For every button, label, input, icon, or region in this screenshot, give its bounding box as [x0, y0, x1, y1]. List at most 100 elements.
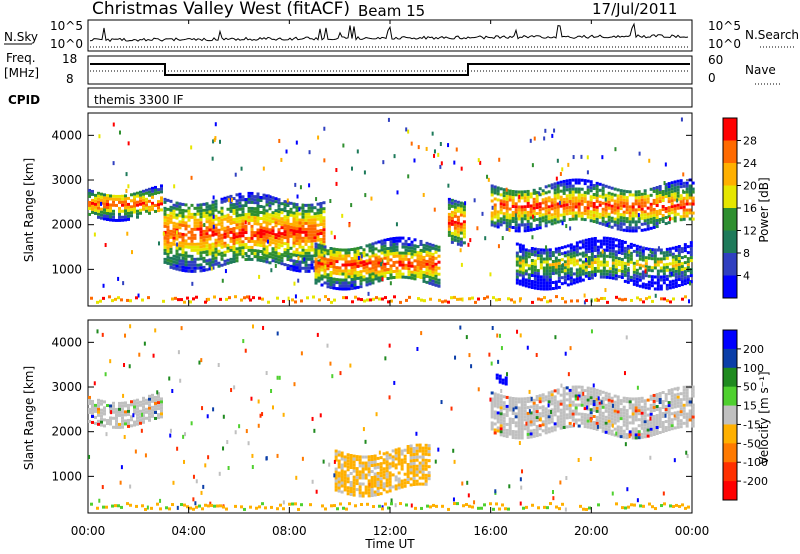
heatmap-cell	[241, 210, 245, 214]
heatmap-cell	[626, 274, 630, 278]
heatmap-cell	[319, 413, 322, 418]
heatmap-cell	[368, 249, 372, 253]
heatmap-cell	[532, 428, 536, 432]
heatmap-cell	[641, 276, 645, 280]
heatmap-cell	[259, 259, 263, 263]
heatmap-cell	[460, 166, 463, 171]
heatmap-cell	[689, 247, 693, 251]
heatmap-cell	[677, 260, 681, 264]
heatmap-cell	[407, 270, 411, 274]
heatmap-cell	[401, 266, 405, 270]
heatmap-cell	[333, 235, 336, 240]
heatmap-cell	[163, 233, 167, 237]
heatmap-cell	[100, 402, 103, 406]
heatmap-cell	[277, 255, 281, 259]
heatmap-cell	[226, 207, 230, 211]
heatmap-cell	[124, 413, 127, 417]
heatmap-cell	[610, 414, 614, 418]
heatmap-cell	[664, 413, 667, 418]
heatmap-cell	[499, 424, 503, 428]
heatmap-cell	[677, 257, 681, 261]
heatmap-cell	[326, 273, 330, 277]
heatmap-cell	[616, 188, 620, 192]
heatmap-cell	[542, 257, 546, 261]
heatmap-cell	[385, 490, 389, 494]
heatmap-cell	[208, 246, 212, 250]
heatmap-cell	[88, 203, 91, 207]
heatmap-cell	[307, 233, 311, 237]
heatmap-cell	[529, 414, 533, 418]
heatmap-cell	[595, 181, 599, 185]
heatmap-cell	[662, 281, 666, 285]
heatmap-cell	[602, 242, 606, 246]
heatmap-cell	[580, 199, 584, 203]
heatmap-cell	[433, 149, 436, 154]
heatmap-cell	[190, 254, 194, 258]
heatmap-cell	[677, 278, 681, 282]
heatmap-cell	[118, 410, 121, 414]
heatmap-cell	[310, 236, 314, 240]
heatmap-cell	[450, 210, 454, 214]
heatmap-cell	[543, 136, 546, 141]
heatmap-cell	[310, 206, 314, 210]
heatmap-cell	[667, 422, 671, 426]
heatmap-cell	[553, 401, 557, 405]
heatmap-cell	[301, 254, 305, 258]
heatmap-cell	[607, 218, 611, 222]
heatmap-cell	[499, 415, 503, 419]
heatmap-cell	[226, 216, 230, 220]
heatmap-cell	[501, 378, 505, 382]
heatmap-cell	[550, 393, 554, 397]
heatmap-cell	[572, 251, 576, 255]
heatmap-cell	[268, 228, 272, 232]
heatmap-cell	[376, 483, 380, 487]
heatmap-cell	[395, 260, 399, 264]
heatmap-cell	[88, 194, 91, 198]
heatmap-cell	[544, 428, 548, 432]
heatmap-cell	[623, 267, 627, 271]
heatmap-cell	[578, 240, 582, 244]
heatmap-cell	[490, 421, 494, 425]
heatmap-cell	[298, 269, 302, 273]
heatmap-cell	[397, 483, 401, 487]
heatmap-cell	[97, 410, 100, 414]
heatmap-cell	[397, 462, 401, 466]
heatmap-cell	[367, 473, 371, 477]
heatmap-cell	[574, 211, 578, 215]
heatmap-cell	[340, 466, 344, 470]
heatmap-cell	[519, 297, 522, 301]
heatmap-cell	[607, 212, 611, 216]
heatmap-cell	[682, 217, 686, 221]
heatmap-cell	[667, 389, 671, 393]
heatmap-cell	[577, 178, 581, 182]
heatmap-cell	[682, 190, 686, 194]
heatmap-cell	[240, 298, 243, 302]
heatmap-cell	[404, 248, 408, 252]
heatmap-cell	[652, 402, 656, 406]
heatmap-cell	[655, 204, 659, 208]
heatmap-cell	[175, 204, 179, 208]
heatmap-cell	[380, 242, 384, 246]
heatmap-cell	[380, 266, 384, 270]
heatmap-cell	[450, 237, 454, 241]
heatmap-cell	[406, 469, 410, 473]
heatmap-cell	[544, 431, 548, 435]
heatmap-cell	[601, 183, 605, 187]
heatmap-cell	[235, 214, 239, 218]
heatmap-cell	[556, 388, 560, 392]
heatmap-cell	[386, 259, 390, 263]
heatmap-cell	[628, 205, 632, 209]
heatmap-cell	[632, 273, 636, 277]
heatmap-cell	[580, 391, 584, 395]
heatmap-cell	[637, 406, 641, 410]
heatmap-cell	[535, 416, 539, 420]
heatmap-cell	[413, 250, 417, 254]
heatmap-cell	[606, 300, 609, 304]
heatmap-cell	[676, 395, 680, 399]
heatmap-cell	[362, 266, 366, 270]
heatmap-cell	[359, 270, 363, 274]
heatmap-cell	[295, 230, 299, 234]
heatmap-cell	[347, 281, 351, 285]
heatmap-cell	[340, 481, 344, 485]
